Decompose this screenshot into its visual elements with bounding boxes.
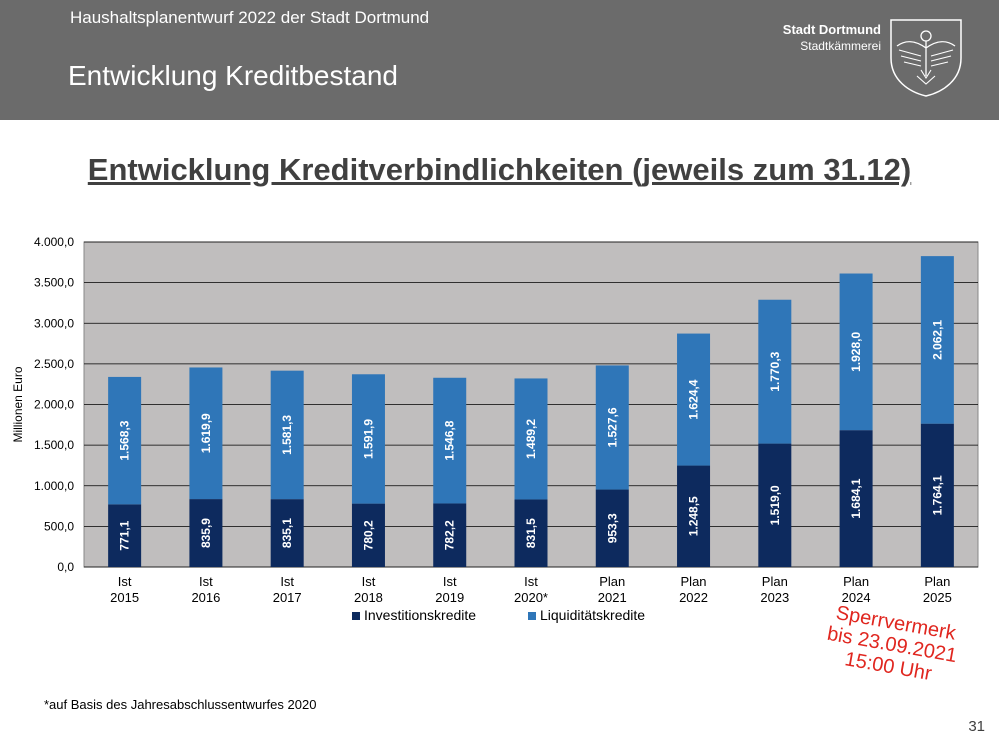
chart-heading: Entwicklung Kreditverbindlichkeiten (jew… bbox=[87, 152, 912, 187]
x-tick-label: Plan bbox=[843, 574, 869, 589]
bar-segment-liquiditaetskredite bbox=[839, 273, 873, 431]
y-tick-label: 500,0 bbox=[44, 519, 74, 533]
bar-segment-liquiditaetskredite bbox=[189, 367, 223, 500]
bar-segment-liquiditaetskredite bbox=[677, 333, 711, 466]
data-label: 1.619,9 bbox=[199, 413, 213, 453]
x-tick-label: Plan bbox=[924, 574, 950, 589]
data-label: 831,5 bbox=[524, 518, 538, 548]
x-tick-label: 2023 bbox=[760, 590, 789, 605]
bar-segment-investitionskredite bbox=[514, 499, 548, 567]
data-label: 1.928,0 bbox=[849, 332, 863, 372]
slide-title: Entwicklung Kreditbestand bbox=[68, 60, 398, 91]
x-tick-label: Plan bbox=[681, 574, 707, 589]
org-name: Stadt Dortmund bbox=[782, 22, 881, 37]
data-label: 835,1 bbox=[280, 518, 294, 548]
data-label: 1.770,3 bbox=[768, 351, 782, 391]
eagle-crest-icon bbox=[890, 19, 962, 97]
y-tick-label: 3.500,0 bbox=[34, 276, 74, 290]
data-label: 782,2 bbox=[443, 520, 457, 550]
bar-segment-liquiditaetskredite bbox=[270, 370, 304, 500]
x-tick-label: 2025 bbox=[923, 590, 952, 605]
bar-segment-investitionskredite bbox=[920, 423, 954, 567]
y-tick-label: 2.000,0 bbox=[34, 398, 74, 412]
bar-segment-investitionskredite bbox=[677, 465, 711, 567]
data-label: 1.581,3 bbox=[280, 415, 294, 455]
bar-segment-investitionskredite bbox=[433, 503, 467, 567]
data-label: 953,3 bbox=[605, 513, 619, 543]
x-tick-label: 2021 bbox=[598, 590, 627, 605]
x-tick-label: Ist bbox=[524, 574, 538, 589]
header-supertitle: Haushaltsplanentwurf 2022 der Stadt Dort… bbox=[70, 8, 430, 27]
footnote: *auf Basis des Jahresabschlussentwurfes … bbox=[44, 697, 317, 712]
bar-segment-investitionskredite bbox=[270, 499, 304, 567]
bar-segment-liquiditaetskredite bbox=[433, 377, 467, 504]
data-label: 771,1 bbox=[118, 520, 132, 550]
x-tick-label: Ist bbox=[362, 574, 376, 589]
data-label: 2.062,1 bbox=[930, 320, 944, 360]
data-label: 1.519,0 bbox=[768, 485, 782, 525]
data-label: 1.624,4 bbox=[687, 379, 701, 419]
x-tick-label: Ist bbox=[199, 574, 213, 589]
bar-segment-investitionskredite bbox=[595, 489, 629, 567]
x-tick-label: 2022 bbox=[679, 590, 708, 605]
bar-segment-investitionskredite bbox=[351, 503, 385, 567]
page-number: 31 bbox=[968, 718, 985, 735]
data-label: 780,2 bbox=[361, 520, 375, 550]
bar-segment-liquiditaetskredite bbox=[351, 374, 385, 504]
data-label: 835,9 bbox=[199, 518, 213, 548]
data-label: 1.684,1 bbox=[849, 478, 863, 518]
data-label: 1.527,6 bbox=[605, 407, 619, 447]
data-label: 1.591,9 bbox=[361, 419, 375, 459]
org-dept: Stadtkämmerei bbox=[800, 39, 881, 53]
y-tick-label: 0,0 bbox=[57, 560, 74, 574]
data-label: 1.568,3 bbox=[118, 420, 132, 460]
bar-segment-liquiditaetskredite bbox=[758, 299, 792, 444]
x-tick-label: 2019 bbox=[435, 590, 464, 605]
data-label: 1.489,2 bbox=[524, 419, 538, 459]
bar-segment-investitionskredite bbox=[108, 504, 142, 567]
x-tick-label: Ist bbox=[443, 574, 457, 589]
data-label: 1.546,8 bbox=[443, 420, 457, 460]
x-tick-label: 2017 bbox=[273, 590, 302, 605]
y-axis-label: Millionen Euro bbox=[11, 366, 25, 442]
x-tick-label: 2024 bbox=[842, 590, 871, 605]
x-tick-label: Plan bbox=[599, 574, 625, 589]
bar-segment-liquiditaetskredite bbox=[920, 256, 954, 424]
org-block: Stadt Dortmund Stadtkämmerei bbox=[783, 22, 881, 54]
legend-label: Liquiditätskredite bbox=[540, 607, 645, 623]
x-tick-label: Ist bbox=[280, 574, 294, 589]
x-tick-label: 2018 bbox=[354, 590, 383, 605]
y-tick-label: 3.000,0 bbox=[34, 316, 74, 330]
data-label: 1.764,1 bbox=[930, 475, 944, 515]
x-tick-label: 2015 bbox=[110, 590, 139, 605]
legend-swatch bbox=[528, 612, 536, 620]
x-tick-label: 2020* bbox=[514, 590, 548, 605]
x-tick-label: 2016 bbox=[191, 590, 220, 605]
bar-segment-liquiditaetskredite bbox=[514, 378, 548, 500]
bar-segment-liquiditaetskredite bbox=[108, 376, 142, 505]
y-tick-label: 2.500,0 bbox=[34, 357, 74, 371]
y-tick-label: 1.000,0 bbox=[34, 479, 74, 493]
data-label: 1.248,5 bbox=[687, 496, 701, 536]
bar-segment-investitionskredite bbox=[839, 430, 873, 567]
stacked-bar-chart: 0,0 500,0 1.000,0 1.500,0 2.000,0 2.500,0 3.00… bbox=[11, 235, 979, 623]
x-tick-label: Plan bbox=[762, 574, 788, 589]
bar-segment-investitionskredite bbox=[758, 443, 792, 567]
legend-swatch bbox=[352, 612, 360, 620]
legend-label: Investitionskredite bbox=[364, 607, 476, 623]
bar-segment-liquiditaetskredite bbox=[595, 365, 629, 490]
y-tick-label: 1.500,0 bbox=[34, 438, 74, 452]
bar-segment-investitionskredite bbox=[189, 499, 223, 567]
x-tick-label: Ist bbox=[118, 574, 132, 589]
slide-header: Haushaltsplanentwurf 2022 der Stadt Dort… bbox=[0, 0, 999, 120]
y-tick-label: 4.000,0 bbox=[34, 235, 74, 249]
